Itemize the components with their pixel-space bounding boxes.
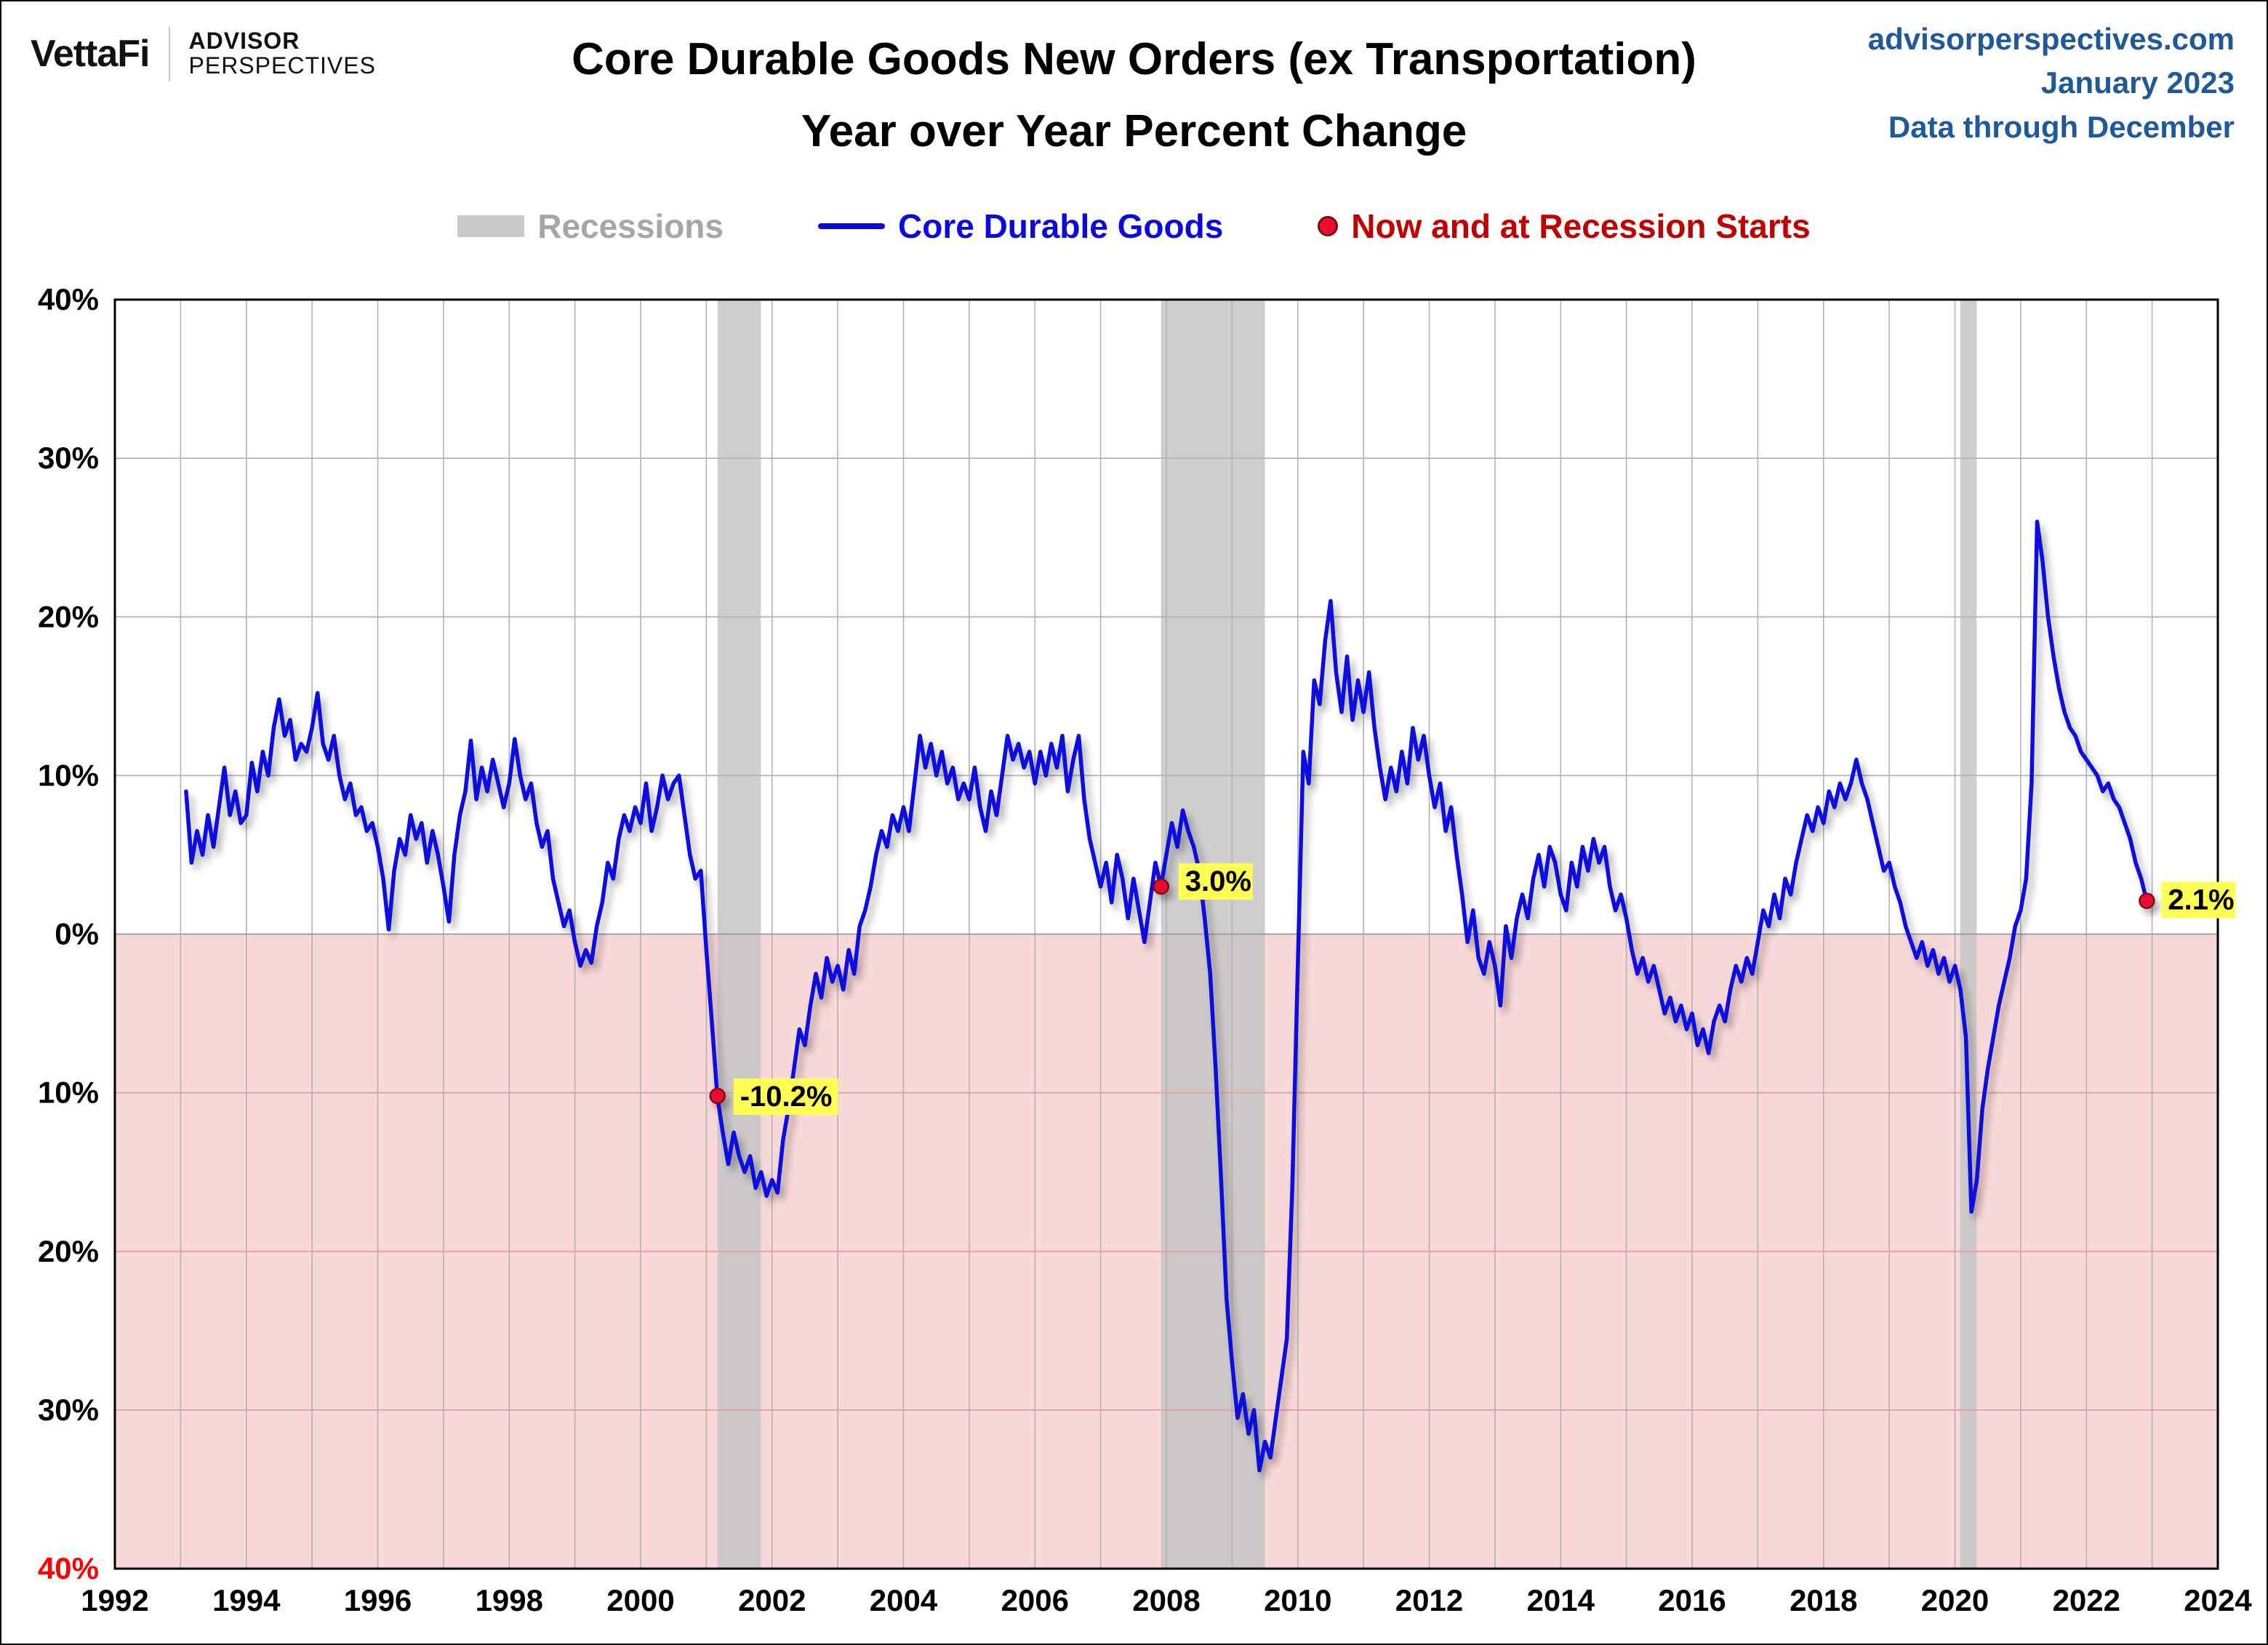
marker-label: -10.2% <box>740 1081 833 1113</box>
y-tick-label: 20% <box>38 599 99 633</box>
marker-label-bg <box>1178 863 1253 900</box>
x-tick-label: 2006 <box>1001 1583 1069 1617</box>
marker-label-bg <box>733 1078 838 1115</box>
x-tick-label: 2008 <box>1132 1583 1200 1617</box>
legend: Recessions Core Durable Goods Now and at… <box>1 207 2267 246</box>
x-tick-label: 1998 <box>476 1583 543 1617</box>
core-durable-goods-line <box>184 519 2149 1473</box>
x-tick-label: 2016 <box>1658 1583 1726 1617</box>
x-tick-label: 1992 <box>81 1583 148 1617</box>
source-date: January 2023 <box>2040 65 2235 100</box>
x-tick-label: 2004 <box>870 1583 938 1617</box>
y-tick-label: 40% <box>38 1551 99 1585</box>
marker-label: 2.1% <box>2168 884 2234 916</box>
y-tick-label: 30% <box>38 1393 99 1427</box>
legend-label-markers: Now and at Recession Starts <box>1351 207 1811 245</box>
x-tick-label: 2024 <box>2184 1583 2252 1617</box>
x-tick-label: 2022 <box>2053 1583 2120 1617</box>
x-tick-label: 2020 <box>1921 1583 1989 1617</box>
y-tick-label: 30% <box>38 441 99 475</box>
legend-label-series: Core Durable Goods <box>898 207 1224 245</box>
x-tick-label: 2010 <box>1264 1583 1331 1617</box>
y-tick-label: 40% <box>38 282 99 316</box>
source-note: Data through December <box>1888 109 2235 144</box>
legend-label-recessions: Recessions <box>537 207 724 245</box>
title-line-1: Core Durable Goods New Orders (ex Transp… <box>572 34 1696 84</box>
perspectives-text: PERSPECTIVES <box>188 52 376 79</box>
logo-divider <box>168 26 170 81</box>
title-line-2: Year over Year Percent Change <box>801 106 1467 157</box>
x-tick-label: 2018 <box>1790 1583 1857 1617</box>
marker-label: 3.0% <box>1185 865 1251 897</box>
advisor-perspectives-wordmark: ADVISOR PERSPECTIVES <box>189 29 376 78</box>
vettafi-wordmark: VettaFi <box>31 33 150 75</box>
x-tick-label: 1994 <box>212 1583 281 1617</box>
x-tick-label: 2014 <box>1527 1583 1595 1617</box>
source-site: advisorperspectives.com <box>1867 22 2235 56</box>
chart-title: Core Durable Goods New Orders (ex Transp… <box>1 23 2267 167</box>
series-line-icon <box>818 223 885 229</box>
y-tick-label: 0% <box>55 917 99 951</box>
marker-dot-icon <box>1318 216 1339 236</box>
legend-item-series: Core Durable Goods <box>818 207 1223 246</box>
recession-marker-dot <box>2139 892 2155 909</box>
y-tick-label: 20% <box>38 1234 99 1268</box>
x-tick-label: 2002 <box>738 1583 806 1617</box>
plot-border <box>113 298 2219 1570</box>
recession-marker-dot <box>1153 878 1170 895</box>
y-tick-label: 10% <box>38 758 99 792</box>
vettafi-logo: VettaFi ADVISOR PERSPECTIVES <box>31 26 376 81</box>
recession-marker-dot <box>709 1087 726 1105</box>
source-info: advisorperspectives.com January 2023 Dat… <box>1868 17 2235 149</box>
x-tick-label: 1996 <box>344 1583 412 1617</box>
x-tick-label: 2000 <box>606 1583 674 1617</box>
recession-swatch-icon <box>457 215 525 237</box>
legend-item-recessions: Recessions <box>457 207 724 246</box>
y-tick-label: 10% <box>38 1076 99 1110</box>
advisor-text: ADVISOR <box>188 28 300 55</box>
x-tick-label: 2012 <box>1395 1583 1463 1617</box>
legend-item-markers: Now and at Recession Starts <box>1318 207 1811 246</box>
marker-label-bg <box>2161 881 2236 918</box>
